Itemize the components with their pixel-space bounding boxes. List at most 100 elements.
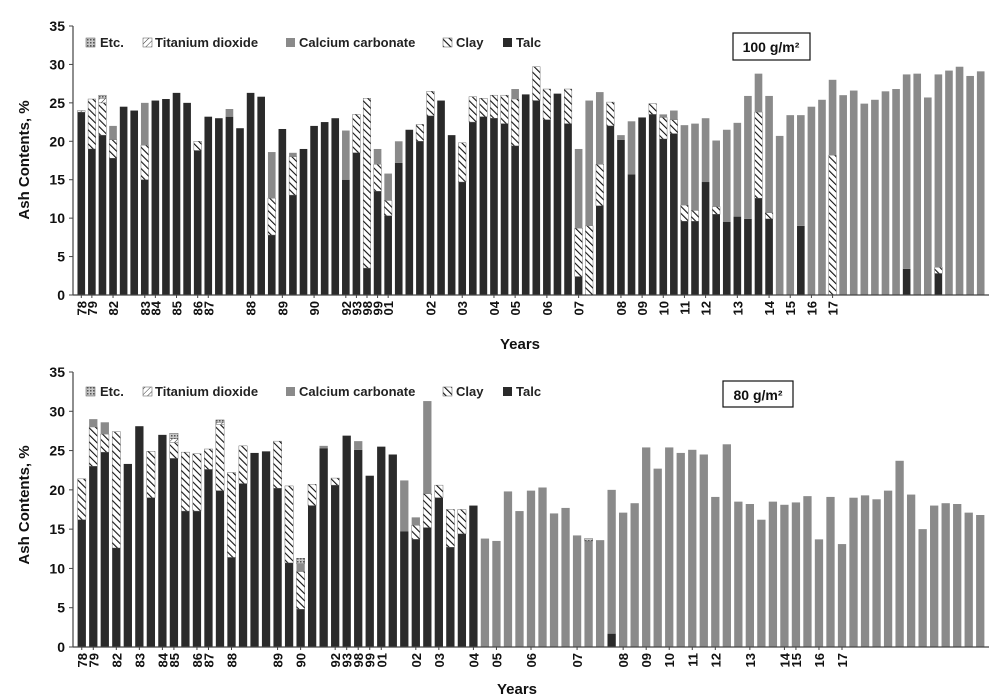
bar-segment-clay bbox=[169, 442, 179, 459]
bar-marks bbox=[77, 66, 985, 296]
x-tick-label: 79 bbox=[85, 301, 100, 315]
x-axis-title: Years bbox=[497, 681, 537, 696]
bar-segment-calcium-carbonate bbox=[902, 74, 911, 269]
bar-segment-clay bbox=[606, 101, 615, 127]
bar-segment-talc bbox=[158, 434, 167, 647]
x-tick-label: 90 bbox=[307, 301, 322, 315]
bar-segment-talc bbox=[532, 100, 541, 295]
bar-segment-talc bbox=[289, 195, 297, 295]
bar-segment-calcium-carbonate bbox=[140, 102, 149, 146]
bar-segment-calcium-carbonate bbox=[913, 73, 922, 296]
bar-segment-clay bbox=[267, 197, 276, 236]
bar-segment-talc bbox=[257, 96, 265, 296]
bar-segment-calcium-carbonate bbox=[89, 419, 98, 427]
bar-segment-clay bbox=[712, 206, 721, 215]
bar-segment-calcium-carbonate bbox=[849, 497, 858, 647]
bar-segment-clay bbox=[192, 453, 202, 512]
bar-segment-talc bbox=[319, 448, 328, 647]
bar-segment-calcium-carbonate bbox=[976, 515, 985, 647]
bar-segment-talc bbox=[722, 221, 731, 295]
bar-segment-clay bbox=[457, 509, 467, 535]
bar-segment-talc bbox=[377, 446, 386, 647]
bar-segment-talc bbox=[261, 451, 271, 647]
bar-segment-talc bbox=[246, 92, 255, 296]
bar-segment-clay bbox=[458, 142, 467, 183]
bar-segment-clay bbox=[307, 484, 317, 506]
x-tick-label: 93 bbox=[340, 653, 355, 667]
bar-segment-calcium-carbonate bbox=[881, 91, 890, 295]
y-tick-labels: 0 5 10 15 20 25 30 35 bbox=[49, 364, 73, 655]
bar-segment-etc bbox=[215, 419, 225, 423]
bar-segment-calcium-carbonate bbox=[934, 74, 943, 268]
bar-segment-calcium-carbonate bbox=[955, 66, 964, 295]
bar-segment-calcium-carbonate bbox=[953, 504, 962, 647]
bar-segment-clay bbox=[574, 227, 583, 277]
bar-segment-calcium-carbonate bbox=[964, 512, 973, 647]
bar-segment-talc bbox=[411, 539, 420, 647]
bar-segment-talc bbox=[278, 128, 287, 295]
bar-segment-clay bbox=[352, 114, 361, 154]
bar-segment-talc bbox=[574, 276, 583, 295]
bar-segment-talc bbox=[130, 110, 139, 295]
bar-segment-clay bbox=[109, 139, 118, 159]
bar-segment-talc bbox=[204, 116, 213, 295]
bar-segment-talc bbox=[238, 483, 248, 647]
bar-segment-calcium-carbonate bbox=[872, 499, 881, 647]
bar-segment-calcium-carbonate bbox=[319, 445, 328, 449]
bar-segment-calcium-carbonate bbox=[688, 449, 697, 647]
bar-segment-calcium-carbonate bbox=[860, 103, 869, 295]
bar-segment-talc bbox=[701, 182, 710, 295]
x-tick-label: 85 bbox=[167, 653, 182, 667]
bar-segment-calcium-carbonate bbox=[754, 73, 763, 113]
bar-segment-calcium-carbonate bbox=[745, 504, 754, 647]
bar-segment-calcium-carbonate bbox=[722, 444, 731, 647]
y-tick-label: 35 bbox=[49, 364, 65, 380]
bar-segment-calcium-carbonate bbox=[839, 95, 847, 295]
x-tick-label: 03 bbox=[432, 653, 447, 667]
bar-segment-clay bbox=[362, 98, 371, 269]
x-tick-label: 17 bbox=[835, 653, 850, 667]
bar-segment-calcium-carbonate bbox=[711, 496, 720, 647]
bar-segment-calcium-carbonate bbox=[296, 563, 305, 572]
x-tick-label: 14 bbox=[777, 652, 792, 667]
x-tick-label: 82 bbox=[106, 301, 121, 315]
legend-label-clay: Clay bbox=[456, 384, 484, 399]
bar-segment-calcium-carbonate bbox=[561, 507, 570, 647]
bar-segment-calcium-carbonate bbox=[966, 75, 974, 296]
bar-segment-calcium-carbonate bbox=[860, 495, 870, 647]
bar-segment-calcium-carbonate bbox=[384, 173, 392, 201]
bar-segment-clay bbox=[238, 445, 248, 484]
bar-segment-clay bbox=[87, 98, 96, 150]
x-tick-label: 83 bbox=[138, 301, 153, 315]
bar-segment-talc bbox=[227, 557, 236, 647]
bar-segment-titanium-dioxide bbox=[77, 110, 86, 113]
bar-segment-talc bbox=[468, 122, 477, 295]
legend-swatch-clay bbox=[442, 37, 453, 48]
x-tick-label: 87 bbox=[201, 653, 216, 667]
x-tick-label: 03 bbox=[455, 301, 470, 315]
x-tick-label: 89 bbox=[271, 653, 286, 667]
bar-segment-calcium-carbonate bbox=[941, 503, 950, 647]
bar-segment-talc bbox=[135, 426, 144, 647]
bar-segment-talc bbox=[140, 179, 149, 295]
bar-segment-calcium-carbonate bbox=[627, 121, 636, 175]
bar-segment-talc bbox=[797, 225, 805, 295]
bar-segment-calcium-carbonate bbox=[871, 99, 879, 295]
annotation-label: 80 g/m² bbox=[733, 387, 782, 403]
legend-swatch-calcium-carbonate bbox=[286, 387, 295, 396]
x-tick-label: 07 bbox=[570, 653, 585, 667]
x-tick-label: 85 bbox=[170, 301, 185, 315]
bar-segment-talc bbox=[307, 505, 317, 647]
axes bbox=[72, 26, 989, 296]
x-tick-label: 17 bbox=[826, 301, 841, 315]
bar-segment-talc bbox=[77, 112, 86, 295]
bar-segment-calcium-carbonate bbox=[354, 441, 363, 450]
bar-segment-talc bbox=[273, 488, 282, 647]
legend-label-talc: Talc bbox=[516, 384, 541, 399]
y-tick-label: 30 bbox=[49, 56, 65, 72]
bar-segment-clay bbox=[446, 509, 455, 548]
bar-segment-talc bbox=[183, 102, 191, 295]
bar-segment-calcium-carbonate bbox=[607, 489, 616, 634]
